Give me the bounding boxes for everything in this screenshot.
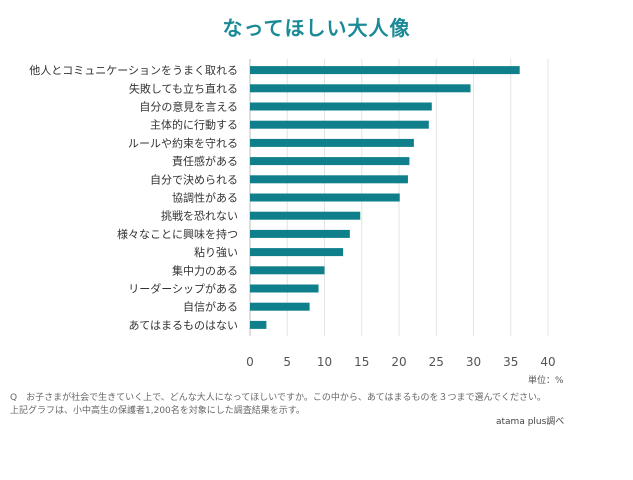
category-label: 挑戦を恐れない bbox=[161, 209, 238, 223]
bar bbox=[250, 302, 310, 311]
unit-label: 単位：% bbox=[528, 376, 564, 386]
category-label: 失敗しても立ち直れる bbox=[129, 81, 238, 95]
bar bbox=[250, 229, 350, 238]
category-label: あてはまるものはない bbox=[128, 319, 238, 332]
x-tick-label: 30 bbox=[466, 355, 481, 369]
category-label: 責任感がある bbox=[172, 154, 238, 168]
footnote: Q お子さまが社会で生きていく上で、どんな大人になってほしいですか。この中から、… bbox=[10, 392, 546, 418]
x-tick-label: 20 bbox=[391, 355, 406, 369]
category-label: 自分で決められる bbox=[150, 173, 238, 186]
bar bbox=[250, 157, 410, 166]
source-label: atama plus調べ bbox=[496, 417, 565, 427]
x-tick-label: 40 bbox=[540, 355, 555, 369]
x-tick-label: 5 bbox=[283, 355, 291, 369]
footnote-question: Q お子さまが社会で生きていく上で、どんな大人になってほしいですか。この中から、… bbox=[10, 393, 547, 403]
bar bbox=[250, 120, 429, 129]
bar bbox=[250, 211, 361, 220]
category-label: 粘り強い bbox=[194, 245, 238, 259]
x-tick-label: 25 bbox=[429, 355, 444, 369]
category-label: 他人とコミュニケーションをうまく取れる bbox=[29, 64, 238, 77]
bar bbox=[250, 66, 520, 75]
x-tick-label: 0 bbox=[246, 355, 254, 369]
category-label: 自分の意見を言える bbox=[139, 100, 238, 114]
category-label: 様々なことに興味を持つ bbox=[117, 227, 238, 241]
bar bbox=[250, 320, 267, 329]
category-label: 主体的に行動する bbox=[150, 118, 238, 132]
x-tick-label: 35 bbox=[503, 355, 518, 369]
category-label: 自信がある bbox=[183, 300, 238, 314]
bar bbox=[250, 138, 414, 147]
category-label: ルールや約束を守れる bbox=[128, 136, 238, 150]
category-label: 協調性がある bbox=[172, 191, 238, 205]
bar bbox=[250, 284, 319, 293]
x-tick-label: 10 bbox=[317, 355, 332, 369]
bar bbox=[250, 102, 432, 111]
category-label: リーダーシップがある bbox=[128, 282, 238, 296]
category-label: 集中力のある bbox=[172, 263, 238, 277]
x-tick-label: 15 bbox=[354, 355, 369, 369]
bar bbox=[250, 248, 344, 257]
bar bbox=[250, 175, 408, 184]
bar bbox=[250, 193, 400, 202]
bar bbox=[250, 84, 471, 93]
footnote-note: 上記グラフは、小中高生の保護者1,200名を対象にした調査結果を示す。 bbox=[10, 406, 305, 416]
bar bbox=[250, 266, 325, 275]
chart-title: なってほしい大人像 bbox=[222, 16, 411, 40]
